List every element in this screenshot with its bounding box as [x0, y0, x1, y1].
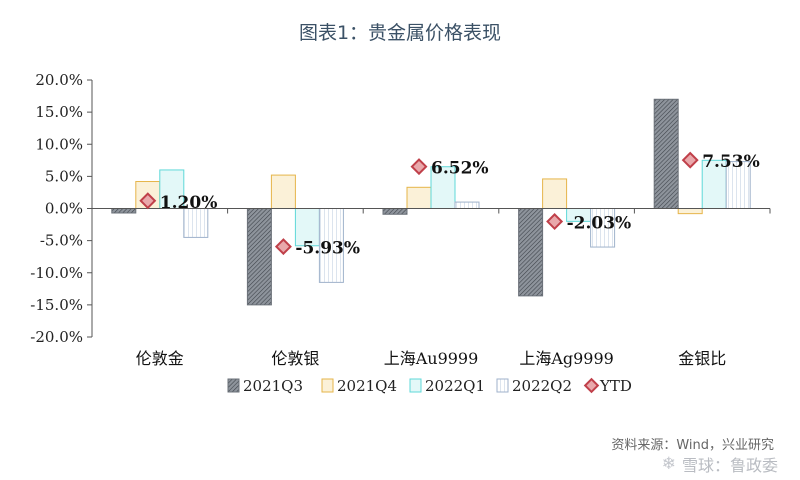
chart-title: 图表1：贵金属价格表现	[298, 22, 502, 44]
bar-2022q2	[454, 201, 480, 209]
snowball-logo-icon: ❄	[661, 454, 676, 474]
bar-2022q1	[701, 159, 727, 209]
legend-swatch-2021q3	[227, 378, 240, 393]
legend-label: 2021Q4	[337, 377, 397, 395]
ytd-data-label: -5.93%	[295, 239, 360, 259]
legend-swatch-2021q4	[321, 378, 334, 393]
y-tick-label: 10.0%	[35, 135, 83, 153]
bar-2021q3	[246, 208, 272, 306]
legend-label: YTD	[599, 377, 632, 395]
bar-2021q3	[653, 98, 679, 209]
x-category-label: 金银比	[678, 349, 726, 368]
bar-2021q4	[406, 186, 432, 209]
ytd-marker	[410, 158, 428, 176]
ytd-marker	[274, 238, 292, 256]
bar-2021q4	[677, 208, 703, 215]
legend-label: 2021Q3	[243, 377, 303, 395]
ytd-data-label: 7.53%	[702, 152, 760, 172]
legend-swatch-2022q2	[496, 378, 509, 393]
ytd-data-label: 6.52%	[431, 159, 489, 179]
ytd-data-label: 1.20%	[160, 193, 218, 213]
x-category-label: 上海Ag9999	[519, 349, 614, 368]
ytd-marker	[139, 192, 157, 210]
ytd-marker	[681, 151, 699, 169]
legend-swatch-ytd	[583, 377, 600, 394]
y-tick-label: 0.0%	[45, 200, 83, 218]
y-tick-label: -20.0%	[30, 328, 83, 346]
source-note: 资料来源：Wind，兴业研究	[611, 438, 774, 453]
y-tick-label: 5.0%	[45, 167, 83, 185]
bar-2021q3	[111, 208, 137, 214]
watermark: ❄ 雪球：鲁政委	[662, 452, 778, 476]
ytd-data-label: -2.03%	[567, 214, 632, 234]
bar-2022q2	[318, 208, 344, 283]
y-tick-label: 15.0%	[35, 103, 83, 121]
bar-2021q4	[270, 174, 296, 209]
legend-swatch-2022q1	[409, 378, 422, 393]
bar-2022q2	[183, 208, 209, 238]
ytd-marker	[546, 213, 564, 231]
watermark-text: 雪球：鲁政委	[681, 456, 778, 475]
x-category-label: 伦敦金	[136, 349, 184, 368]
x-category-label: 上海Au9999	[384, 349, 479, 368]
bar-2021q3	[382, 208, 408, 215]
y-tick-label: 20.0%	[35, 71, 83, 89]
x-category-label: 伦敦银	[271, 349, 319, 368]
y-tick-label: -5.0%	[40, 232, 83, 250]
bar-2022q2	[725, 161, 751, 210]
legend-label: 2022Q1	[425, 377, 485, 395]
legend-label: 2022Q2	[512, 377, 572, 395]
y-tick-label: -15.0%	[30, 296, 83, 314]
y-tick-label: -10.0%	[30, 264, 83, 282]
bar-2021q4	[542, 178, 568, 210]
bar-2021q3	[518, 208, 544, 297]
